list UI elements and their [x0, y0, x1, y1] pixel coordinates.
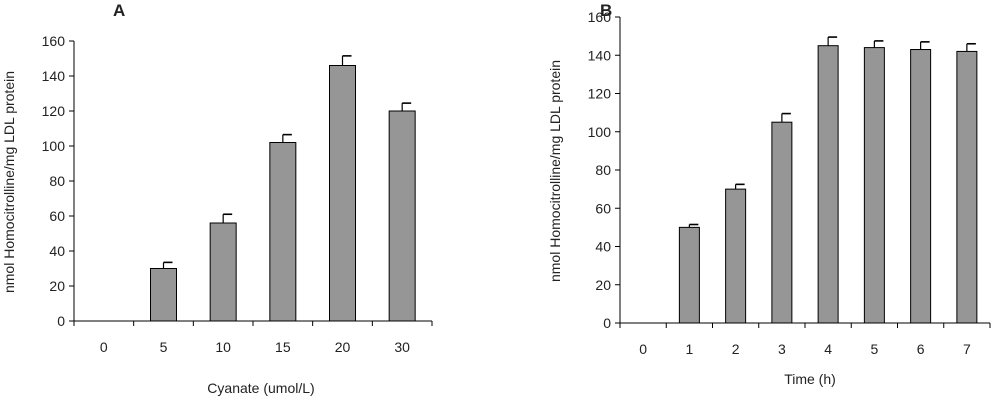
x-tick-label-b: 0 [639, 341, 647, 357]
y-tick-label-b: 80 [595, 162, 611, 178]
x-tick-label-b: 2 [732, 341, 740, 357]
x-tick-label-a: 15 [275, 339, 291, 355]
bar-b-4 [817, 45, 839, 324]
bar-b-7 [956, 50, 978, 324]
x-tick-label-a: 5 [160, 339, 168, 355]
bar-a-20 [329, 65, 356, 322]
y-tick-label-a: 80 [49, 173, 65, 189]
x-tick-label-a: 0 [100, 339, 108, 355]
x-tick-label-b: 6 [917, 341, 925, 357]
y-tick-label-a: 40 [49, 243, 65, 259]
x-tick-label-b: 1 [685, 341, 693, 357]
y-tick-label-a: 60 [49, 208, 65, 224]
bar-a-15 [269, 142, 297, 322]
y-tick-label-b: 140 [588, 47, 612, 63]
panel-label-a: A [113, 1, 125, 20]
y-tick-label-b: 20 [595, 277, 611, 293]
bar-a-30 [388, 110, 416, 322]
panel-label-b: B [600, 1, 612, 20]
bar-b-2 [725, 188, 747, 324]
y-tick-label-a: 160 [42, 33, 66, 49]
bar-a-10 [209, 222, 237, 322]
x-tick-label-a: 20 [335, 339, 351, 355]
x-tick-label-b: 7 [963, 341, 971, 357]
y-tick-label-a: 100 [42, 138, 66, 154]
y-tick-label-b: 40 [595, 239, 611, 255]
bar-a-5 [150, 268, 177, 322]
bar-b-1 [678, 226, 700, 324]
bar-b-6 [910, 49, 932, 324]
y-tick-label-b: 120 [588, 86, 612, 102]
bar-b-5 [863, 47, 885, 324]
y-axis-title-b: nmol Homocitrolline/mg LDL protein [547, 60, 563, 282]
y-tick-label-b: 100 [588, 124, 612, 140]
y-tick-label-a: 0 [57, 313, 65, 329]
y-tick-label-b: 60 [595, 200, 611, 216]
x-tick-label-a: 30 [394, 339, 410, 355]
y-tick-label-b: 160 [588, 9, 612, 25]
chart-panel-a: A nmol Homocitrolline/mg LDL protein Cya… [1, 1, 433, 396]
bar-b-3 [771, 121, 793, 324]
y-tick-label-a: 120 [42, 103, 66, 119]
x-tick-label-b: 4 [824, 341, 832, 357]
x-axis-title-a: Cyanate (umol/L) [207, 380, 314, 396]
x-tick-label-a: 10 [215, 339, 231, 355]
x-tick-label-b: 3 [778, 341, 786, 357]
chart-panel-b: B nmol Homocitrolline/mg LDL protein Tim… [547, 1, 991, 387]
y-tick-label-a: 140 [42, 68, 66, 84]
x-tick-label-b: 5 [870, 341, 878, 357]
y-axis-title-a: nmol Homocitrolline/mg LDL protein [1, 71, 17, 293]
x-axis-title-b: Time (h) [784, 371, 836, 387]
y-tick-label-a: 20 [49, 278, 65, 294]
y-tick-label-b: 0 [603, 315, 611, 331]
